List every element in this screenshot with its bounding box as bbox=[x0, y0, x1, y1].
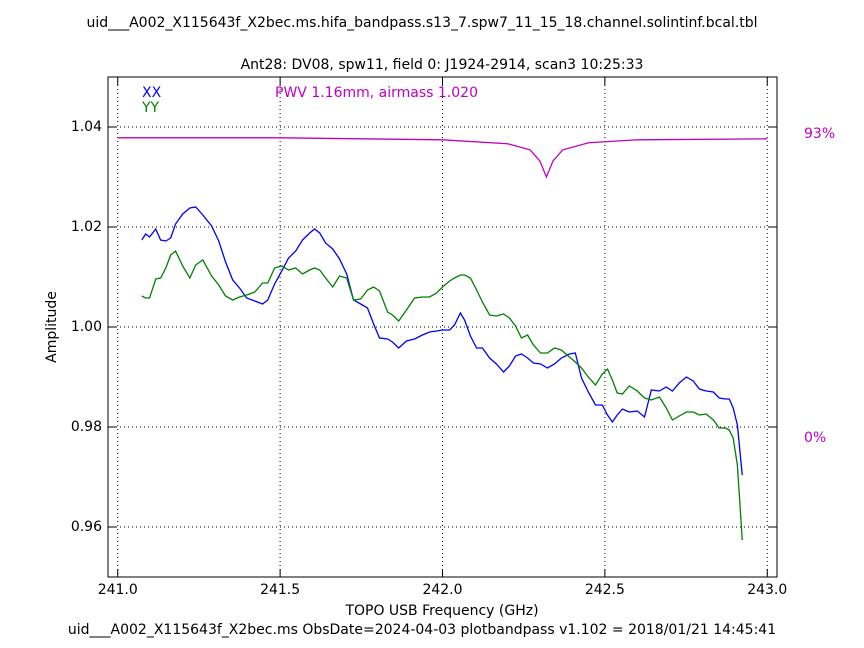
y-tick-label: 1.02 bbox=[71, 219, 102, 235]
data-line bbox=[117, 137, 768, 179]
chart-subtitle: Ant28: DV08, spw11, field 0: J1924-2914,… bbox=[241, 57, 644, 73]
x-tick-label: 243.0 bbox=[747, 582, 787, 598]
y2-tick-label: 0% bbox=[804, 430, 826, 446]
data-line bbox=[141, 206, 743, 476]
y-tick-label: 0.98 bbox=[71, 419, 102, 435]
plot-frame bbox=[107, 76, 778, 578]
x-tick-label: 242.5 bbox=[585, 582, 625, 598]
x-axis-label: TOPO USB Frequency (GHz) bbox=[344, 603, 538, 619]
x-tick-label: 241.0 bbox=[98, 582, 138, 598]
chart-title: uid___A002_X115643f_X2bec.ms.hifa_bandpa… bbox=[86, 15, 757, 31]
x-tick-label: 241.5 bbox=[260, 582, 300, 598]
legend-entry: YY bbox=[141, 100, 160, 116]
y-tick-label: 1.00 bbox=[71, 319, 102, 335]
x-tick-label: 242.0 bbox=[422, 582, 462, 598]
y-tick-label: 1.04 bbox=[71, 119, 102, 135]
legend-entry: XX bbox=[142, 85, 162, 101]
y2-tick-label: 93% bbox=[804, 126, 835, 142]
footer: uid___A002_X115643f_X2bec.ms ObsDate=202… bbox=[68, 622, 776, 638]
annotation: PWV 1.16mm, airmass 1.020 bbox=[275, 85, 478, 101]
data-line bbox=[141, 249, 743, 541]
y-tick-label: 0.96 bbox=[71, 519, 102, 535]
y-axis-label: Amplitude bbox=[44, 291, 60, 363]
